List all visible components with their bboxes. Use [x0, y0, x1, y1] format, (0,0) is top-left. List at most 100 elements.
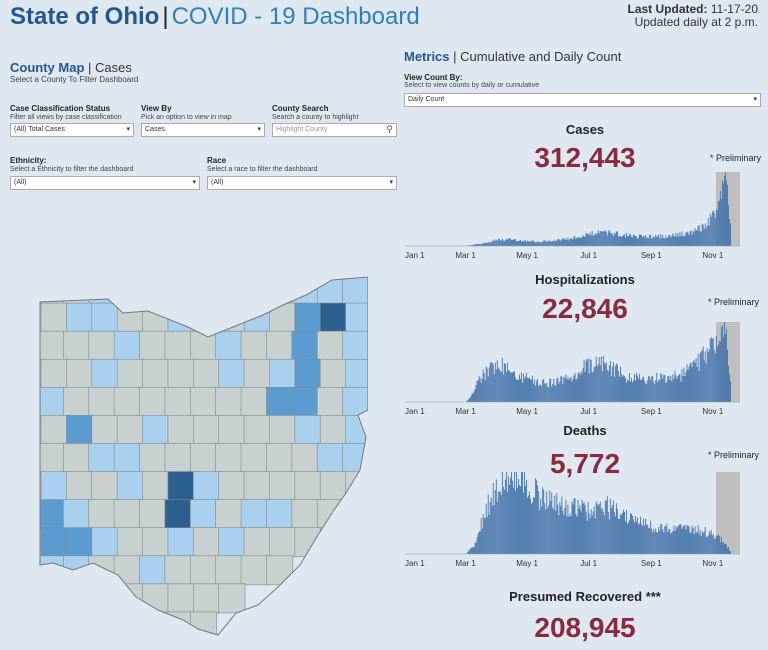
county[interactable] [316, 499, 344, 529]
county[interactable] [91, 358, 119, 389]
county[interactable] [164, 611, 192, 640]
county[interactable] [139, 443, 167, 473]
county[interactable] [113, 275, 141, 305]
county[interactable] [342, 275, 368, 305]
county[interactable] [167, 358, 195, 389]
county[interactable] [190, 275, 217, 305]
county[interactable] [167, 415, 195, 445]
county[interactable] [139, 499, 167, 529]
county[interactable] [142, 527, 170, 558]
county[interactable] [142, 415, 170, 445]
county[interactable] [88, 611, 116, 640]
view-by-select[interactable]: Cases ▾ [141, 123, 265, 137]
county[interactable] [215, 275, 243, 305]
county[interactable] [215, 443, 243, 473]
county[interactable] [66, 583, 94, 614]
county[interactable] [243, 415, 271, 445]
deaths-chart[interactable]: Jan 1 Mar 1 May 1 Jul 1 Sep 1 Nov 1 [400, 468, 768, 570]
county[interactable] [243, 471, 271, 501]
county[interactable] [193, 471, 220, 501]
county[interactable] [91, 415, 119, 445]
county[interactable] [63, 443, 91, 473]
county[interactable] [240, 330, 268, 361]
county[interactable] [190, 555, 217, 586]
county[interactable] [88, 555, 116, 586]
county[interactable] [193, 583, 220, 614]
county[interactable] [215, 330, 243, 361]
county[interactable] [88, 387, 116, 417]
ohio-county-map[interactable] [38, 275, 368, 640]
county[interactable] [266, 555, 294, 586]
county[interactable] [319, 527, 347, 558]
county[interactable] [38, 443, 65, 473]
county[interactable] [218, 415, 246, 445]
county[interactable] [316, 443, 344, 473]
county[interactable] [164, 330, 192, 361]
county[interactable] [91, 583, 119, 614]
county[interactable] [291, 387, 319, 417]
county[interactable] [291, 499, 319, 529]
county[interactable] [167, 471, 195, 501]
county[interactable] [63, 330, 91, 361]
county[interactable] [193, 527, 220, 558]
county[interactable] [240, 275, 268, 305]
county[interactable] [66, 527, 94, 558]
county[interactable] [218, 583, 246, 614]
county[interactable] [139, 330, 167, 361]
county[interactable] [38, 555, 65, 586]
county[interactable] [266, 499, 294, 529]
county[interactable] [294, 471, 322, 501]
cases-chart[interactable]: Jan 1 Mar 1 May 1 Jul 1 Sep 1 Nov 1 [400, 168, 768, 263]
county[interactable] [116, 358, 144, 389]
county[interactable] [345, 302, 368, 333]
race-select[interactable]: (All) ▾ [207, 176, 397, 190]
county[interactable] [66, 471, 94, 501]
county[interactable] [116, 527, 144, 558]
county[interactable] [218, 358, 246, 389]
county[interactable] [193, 302, 220, 333]
county[interactable] [345, 358, 368, 389]
county[interactable] [193, 358, 220, 389]
county[interactable] [40, 302, 68, 333]
county[interactable] [40, 583, 68, 614]
county[interactable] [215, 387, 243, 417]
county[interactable] [38, 275, 65, 305]
case-status-select[interactable]: (All) Total Cases ▾ [10, 123, 134, 137]
county[interactable] [113, 611, 141, 640]
county[interactable] [167, 583, 195, 614]
county[interactable] [88, 443, 116, 473]
county[interactable] [269, 471, 297, 501]
county[interactable] [319, 415, 347, 445]
county[interactable] [164, 555, 192, 586]
county[interactable] [139, 275, 167, 305]
county[interactable] [316, 330, 344, 361]
county[interactable] [164, 387, 192, 417]
county[interactable] [215, 499, 243, 529]
ethnicity-select[interactable]: (All) ▾ [10, 176, 200, 190]
county[interactable] [319, 471, 347, 501]
county[interactable] [266, 387, 294, 417]
county[interactable] [66, 415, 94, 445]
county[interactable] [91, 471, 119, 501]
county[interactable] [116, 583, 144, 614]
county[interactable] [40, 358, 68, 389]
county[interactable] [240, 555, 268, 586]
county[interactable] [291, 330, 319, 361]
county[interactable] [142, 358, 170, 389]
county[interactable] [193, 415, 220, 445]
county[interactable] [266, 443, 294, 473]
county[interactable] [190, 387, 217, 417]
county[interactable] [38, 499, 65, 529]
county[interactable] [240, 499, 268, 529]
view-count-select[interactable]: Daily Count ▾ [404, 93, 761, 107]
county[interactable] [139, 611, 167, 640]
county[interactable] [243, 527, 271, 558]
county[interactable] [215, 555, 243, 586]
county[interactable] [266, 330, 294, 361]
county[interactable] [113, 330, 141, 361]
county[interactable] [40, 415, 68, 445]
county[interactable] [218, 527, 246, 558]
county[interactable] [269, 415, 297, 445]
county[interactable] [40, 471, 68, 501]
county[interactable] [116, 415, 144, 445]
